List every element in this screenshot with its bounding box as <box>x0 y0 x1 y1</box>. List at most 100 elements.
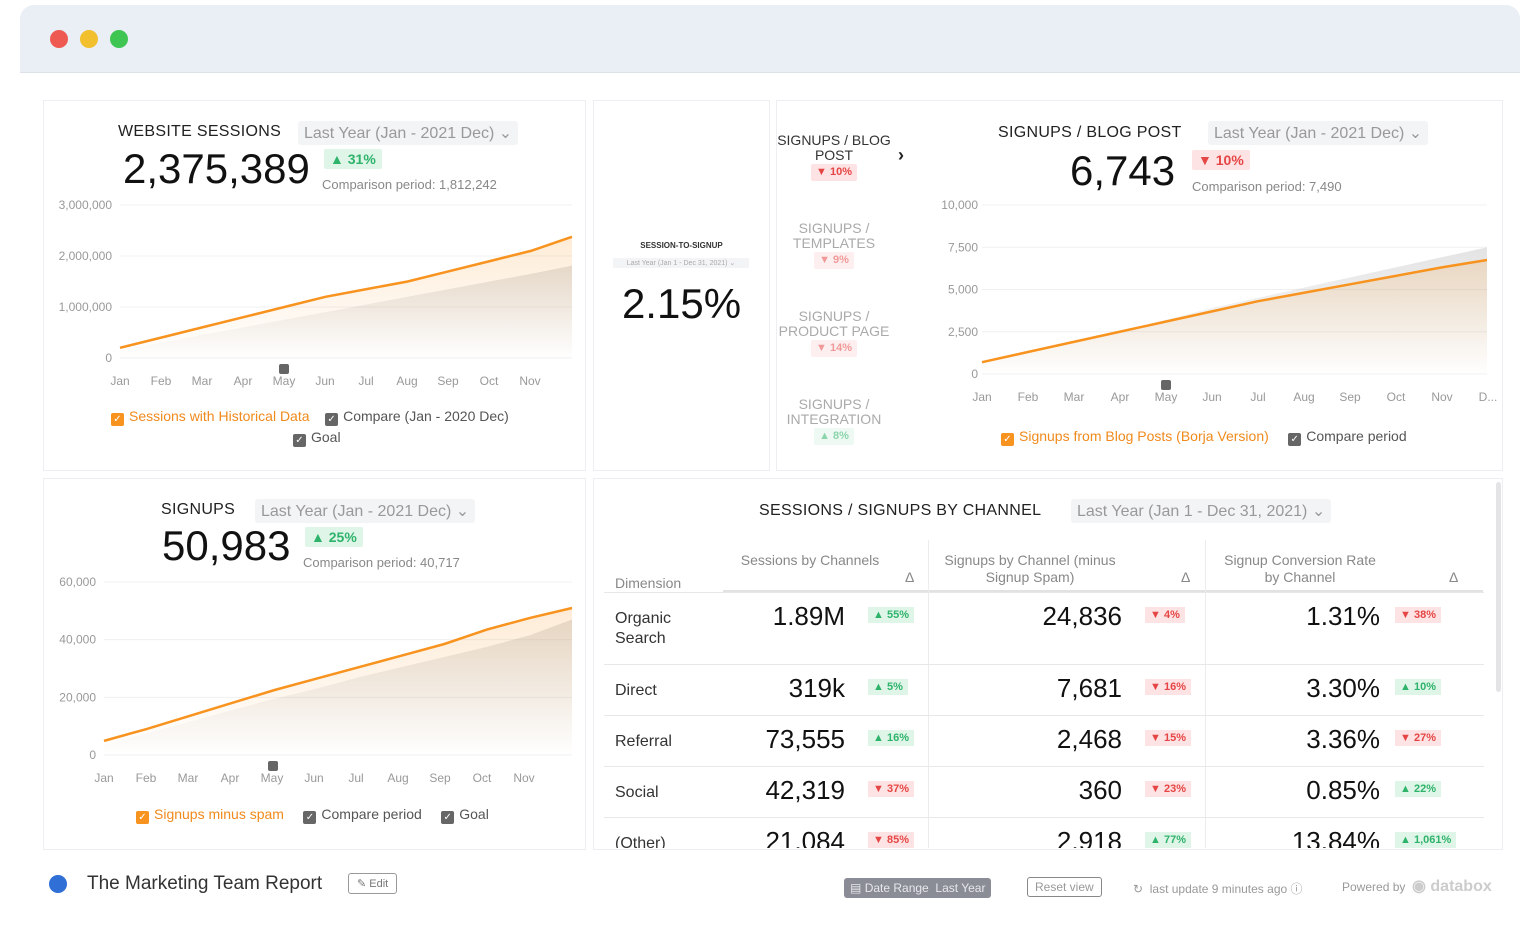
x-tick-label: Feb <box>151 374 172 388</box>
metric-value: 2,375,389 <box>123 145 310 192</box>
series-area <box>104 607 572 755</box>
x-tick-label: Jan <box>110 374 129 388</box>
x-tick-label: Oct <box>1387 390 1406 404</box>
column-header[interactable]: Δ <box>1181 569 1191 585</box>
x-tick-label: Sep <box>1339 390 1361 404</box>
sidebar-metric-item[interactable]: SIGNUPS / PRODUCT PAGE ▼ 14% <box>769 309 899 357</box>
sidebar-metric-item[interactable]: SIGNUPS / TEMPLATES ▼ 9% <box>769 221 899 269</box>
x-tick-label: Jun <box>315 374 334 388</box>
change-badge: ▲ 31% <box>324 149 382 169</box>
card-title: SESSIONS / SIGNUPS BY CHANNEL <box>759 502 1042 519</box>
legend-item[interactable]: ✓ Signups minus spam <box>136 806 284 824</box>
x-tick-label: Mar <box>192 374 213 388</box>
column-header[interactable]: Sessions by Channels <box>740 552 880 568</box>
x-tick-label: Jul <box>358 374 373 388</box>
legend-item[interactable]: ✓ Sessions with Historical Data <box>111 408 310 426</box>
dimension-cell: Direct <box>615 682 657 699</box>
annotation-marker-icon <box>268 761 278 771</box>
chart-legend: ✓ Signups minus spam ✓ Compare period ✓ Goa… <box>136 806 489 824</box>
maximize-button[interactable] <box>110 30 128 48</box>
change-badge: ▼ 38% <box>1395 607 1441 623</box>
column-header[interactable]: Dimension <box>615 575 682 591</box>
change-badge: ▼ 10% <box>811 164 857 181</box>
change-badge: ▼ 37% <box>868 781 914 797</box>
metric-label: SIGNUPS / INTEGRATION <box>786 396 882 427</box>
dimension-cell: Referral <box>615 733 672 750</box>
annotation-marker-icon <box>1161 380 1171 390</box>
y-tick-label: 20,000 <box>59 690 96 704</box>
annotation-marker-icon <box>279 364 289 374</box>
info-icon: ⓘ <box>1290 882 1303 896</box>
window-titlebar <box>20 5 1520 73</box>
y-tick-label: 60,000 <box>59 575 96 589</box>
change-badge: ▼ 10% <box>1192 150 1250 170</box>
reset-view-button[interactable]: Reset view <box>1027 877 1102 897</box>
date-range-select[interactable]: Last Year (Jan 1 - Dec 31, 2021) ⌄ <box>1071 499 1332 523</box>
x-tick-label: Apr <box>1111 390 1130 404</box>
refresh-icon: ↻ <box>1133 882 1144 896</box>
value-cell: 3.36% <box>1306 724 1380 754</box>
y-tick-label: 40,000 <box>59 633 96 647</box>
y-tick-label: 2,000,000 <box>59 249 113 263</box>
chart-legend: ✓ Sessions with Historical Data ✓ Compare … <box>111 408 509 447</box>
card-title: SIGNUPS / BLOG POST <box>998 124 1182 141</box>
change-badge: ▲ 55% <box>868 607 914 623</box>
date-range-select[interactable]: Last Year (Jan 1 - Dec 31, 2021) ⌄ <box>613 258 749 268</box>
sidebar-metric-item[interactable]: SIGNUPS / INTEGRATION ▲ 8% <box>769 397 899 445</box>
x-tick-label: Nov <box>1431 390 1452 404</box>
x-tick-label: Oct <box>480 374 499 388</box>
change-badge: ▼ 23% <box>1145 781 1191 797</box>
legend-item[interactable]: ✓ Goal <box>293 429 509 447</box>
legend-item[interactable]: ✓ Goal <box>441 806 489 824</box>
series-area <box>120 236 572 358</box>
date-range-button[interactable]: ▤ Date Range Last Year <box>844 878 992 898</box>
minimize-button[interactable] <box>80 30 98 48</box>
column-header[interactable]: Δ <box>1449 569 1459 585</box>
x-tick-label: May <box>261 771 284 785</box>
blog-chart: 0 2,500 5,000 7,500 10,000 Jan Feb Mar Apr May Jun… <box>941 198 1497 404</box>
close-button[interactable] <box>50 30 68 48</box>
card-title: SESSION-TO-SIGNUP <box>640 241 723 250</box>
scrollbar[interactable] <box>1496 482 1501 692</box>
series-line <box>119 235 573 350</box>
x-tick-label: Aug <box>396 374 417 388</box>
x-tick-label: Apr <box>234 374 253 388</box>
value-cell: 360 <box>1078 775 1122 805</box>
x-tick-label: Aug <box>1293 390 1314 404</box>
dimension-cell: Social <box>615 784 659 801</box>
change-badge: ▲ 8% <box>814 428 854 445</box>
value-cell: 3.30% <box>1306 673 1380 703</box>
change-badge: ▼ 4% <box>1145 607 1185 623</box>
value-cell: 2,468 <box>1056 724 1122 754</box>
chevron-right-icon[interactable]: › <box>898 145 904 165</box>
sidebar-metric-item[interactable]: SIGNUPS / BLOG POST ▼ 10% <box>769 133 899 181</box>
change-badge: ▲ 1,061% <box>1395 832 1457 848</box>
x-tick-label: Nov <box>513 771 534 785</box>
metric-label: SIGNUPS / TEMPLATES <box>792 220 876 251</box>
comparison-text: Comparison period: 7,490 <box>1192 179 1342 194</box>
legend-item[interactable]: ✓ Signups from Blog Posts (Borja Version) <box>1001 428 1269 446</box>
x-tick-label: Nov <box>519 374 540 388</box>
column-header[interactable]: Signup Conversion Rate by Channel <box>1224 552 1376 585</box>
y-tick-label: 7,500 <box>948 240 978 254</box>
edit-button[interactable]: ✎ Edit <box>348 873 398 894</box>
change-badge: ▼ 85% <box>868 832 914 848</box>
date-range-select[interactable]: Last Year (Jan - 2021 Dec) ⌄ <box>1208 121 1429 145</box>
series-line <box>981 258 1488 364</box>
column-header[interactable]: Signups by Channel (minus Signup Spam) <box>944 552 1116 585</box>
x-tick-label: May <box>1155 390 1178 404</box>
value-cell: 21,084 <box>765 826 845 848</box>
date-range-select[interactable]: Last Year (Jan - 2021 Dec) ⌄ <box>298 121 519 145</box>
x-tick-label: Sep <box>437 374 459 388</box>
change-badge: ▼ 9% <box>814 252 854 269</box>
calendar-icon: ▤ <box>850 881 862 895</box>
legend-item[interactable]: ✓ Compare period <box>1288 428 1407 446</box>
x-tick-label: Oct <box>473 771 492 785</box>
metric-value: 6,743 <box>1070 147 1176 194</box>
column-header[interactable]: Δ <box>905 569 915 585</box>
date-range-select[interactable]: Last Year (Jan - 2021 Dec) ⌄ <box>255 499 476 523</box>
series-line <box>103 606 573 743</box>
legend-item[interactable]: ✓ Compare period <box>303 806 422 824</box>
y-tick-label: 3,000,000 <box>59 198 113 212</box>
legend-item[interactable]: ✓ Compare (Jan - 2020 Dec) <box>325 408 509 426</box>
